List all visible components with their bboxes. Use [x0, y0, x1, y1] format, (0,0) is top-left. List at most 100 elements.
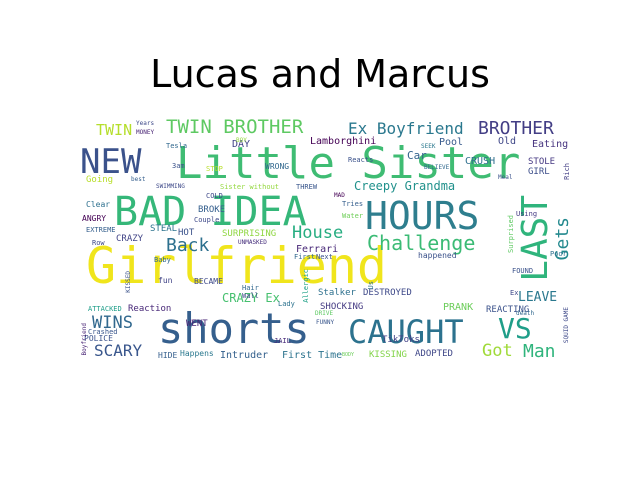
cloud-word: Reacts [348, 156, 374, 164]
cloud-word: JAIL [274, 337, 291, 345]
cloud-word: Crashed [88, 328, 118, 336]
cloud-word: fun [158, 276, 173, 285]
cloud-word: CRUSH [465, 156, 496, 167]
cloud-word: happened [418, 251, 457, 260]
cloud-word: HOT [178, 228, 195, 238]
cloud-word: WENT [186, 319, 208, 329]
cloud-word: Poor [550, 250, 567, 258]
cloud-word: Little Sister [176, 138, 521, 189]
cloud-word: BOY [236, 137, 247, 144]
cloud-word: best [131, 176, 146, 183]
cloud-word: BECAME [194, 277, 223, 286]
cloud-word: KISSING [369, 350, 407, 360]
cloud-word: SCARY [94, 341, 143, 360]
cloud-word: SEEK [421, 143, 436, 150]
cloud-word: Row [92, 239, 105, 247]
cloud-word: Meal [498, 174, 513, 181]
cloud-word: STEAL [150, 224, 178, 234]
cloud-word: Girlfriend [86, 237, 388, 295]
cloud-word: BROKE [198, 205, 226, 215]
cloud-word: GIRL [528, 167, 550, 177]
cloud-word: BROTHER [478, 118, 554, 139]
cloud-word: Lady [278, 300, 295, 308]
cloud-word: 3am [172, 162, 185, 170]
cloud-word: Clear [86, 200, 111, 209]
cloud-word: DAY [232, 139, 251, 150]
cloud-word: House [292, 223, 344, 243]
cloud-word: Ex Boyfriend [348, 119, 464, 138]
cloud-word: Baby [154, 256, 171, 264]
cloud-word: CRAZY Ex [222, 291, 280, 305]
cloud-word: ATTACKED [88, 305, 122, 313]
cloud-word: Back [166, 235, 210, 256]
cloud-word: COLD [206, 192, 223, 200]
cloud-word: WRONG [265, 162, 290, 171]
word-cloud: Girlfriend Little Sister shorts BAD IDEA… [80, 115, 570, 365]
cloud-word: FOUND [512, 267, 534, 275]
cloud-word: First Time [282, 350, 343, 361]
cloud-word: Couple [194, 216, 220, 224]
cloud-word: Allergic [302, 269, 310, 303]
cloud-word: THREW [296, 183, 318, 191]
cloud-word: Going [86, 175, 114, 185]
cloud-word: VS [498, 312, 532, 345]
cloud-word: BELIEVE [424, 164, 450, 171]
cloud-word: FUNNY [316, 319, 335, 326]
cloud-word: ADOPTED [415, 349, 453, 359]
cloud-word: Intruder [220, 350, 269, 361]
cloud-word: NEW [80, 142, 142, 182]
cloud-word: Tries [342, 200, 364, 208]
cloud-word: SHOCKING [320, 302, 364, 312]
cloud-word: BAD IDEA [114, 189, 307, 235]
cloud-word: TWIN [96, 121, 133, 139]
cloud-word: Reaction [128, 304, 172, 314]
cloud-word: PRANK [443, 302, 474, 313]
cloud-word: Boyfriend [81, 323, 88, 356]
cloud-word: STOLE [528, 157, 556, 167]
cloud-word: Sister without [220, 183, 280, 191]
cloud-word: SQUID GAME [563, 307, 570, 344]
cloud-word: Hair [242, 284, 259, 292]
cloud-word: Happens [180, 349, 214, 358]
cloud-word: TikToks [382, 335, 420, 345]
cloud-word: Next [316, 253, 333, 261]
cloud-word: WINS [92, 313, 133, 333]
cloud-word: shorts [158, 304, 310, 353]
cloud-word: Car [407, 149, 427, 162]
cloud-word: First [294, 253, 316, 261]
cloud-word: Lamborghini [310, 136, 377, 147]
cloud-word: Wall [242, 292, 259, 300]
cloud-word: Challenge [367, 231, 476, 255]
cloud-word: Rich [563, 163, 570, 180]
cloud-word: Years [136, 120, 155, 127]
cloud-word: HOURS [365, 194, 480, 238]
cloud-word: MAD [334, 192, 345, 199]
cloud-word: Creepy Grandma [354, 179, 456, 193]
cloud-word: SWIMMING [156, 183, 185, 190]
cloud-word: DESTROYED [363, 288, 412, 298]
cloud-word: CRAZY [116, 234, 144, 244]
cloud-word: Us [367, 281, 375, 290]
cloud-word: Water [342, 212, 364, 220]
cloud-word: REACTING [486, 305, 530, 315]
page-title: Lucas and Marcus [150, 52, 490, 96]
cloud-word: STOP [206, 165, 223, 173]
cloud-word: Ferrari [296, 244, 339, 255]
cloud-word: SURPRISING [222, 229, 277, 239]
cloud-word: Man [523, 341, 556, 362]
cloud-word: CAUGHT [348, 313, 464, 351]
cloud-word: POLICE [84, 334, 113, 343]
cloud-word: LEAVE [518, 290, 558, 305]
cloud-word: UNMASKED [238, 239, 267, 246]
cloud-word: DRIVE [315, 310, 334, 317]
cloud-word: Stalker [318, 288, 356, 298]
cloud-word: Pool [439, 137, 464, 148]
cloud-word: MONEY [136, 129, 155, 136]
cloud-word: Ex [510, 289, 519, 297]
cloud-word: EXTREME [86, 226, 116, 234]
cloud-word: KISSED [125, 271, 132, 293]
cloud-word: Got [482, 341, 513, 361]
cloud-word: HIDE [158, 351, 178, 360]
cloud-word: TWIN BROTHER [166, 116, 304, 138]
